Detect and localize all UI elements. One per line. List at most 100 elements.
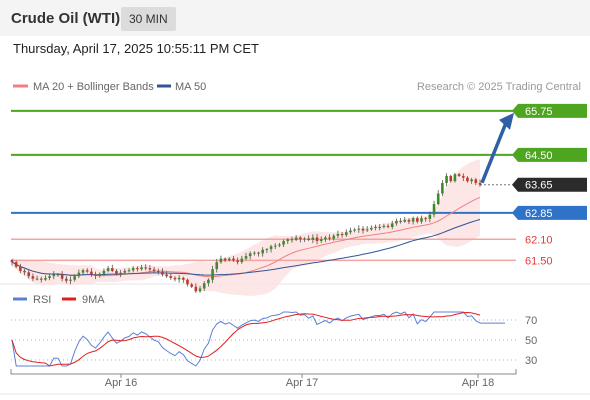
instrument-title: Crude Oil (WTI) [11, 10, 121, 27]
price-levels-layer [11, 109, 516, 262]
candle [119, 269, 122, 278]
candle [215, 258, 219, 273]
forecast-arrow [480, 112, 514, 184]
candle [269, 244, 273, 253]
candle [207, 278, 210, 287]
research-credit: Research © 2025 Trading Central [417, 81, 581, 93]
candle [85, 268, 89, 274]
rsi-tick-label: 30 [525, 355, 537, 367]
candle [436, 190, 440, 206]
candle [115, 268, 118, 276]
candle [357, 225, 361, 233]
rsi-ma-line [11, 311, 481, 367]
candle [395, 218, 398, 226]
candle [420, 215, 423, 224]
candle [349, 227, 352, 235]
timeframe-badge[interactable]: 30 MIN [121, 7, 176, 31]
candle [474, 177, 478, 186]
candle [441, 180, 444, 197]
candle [278, 242, 281, 248]
candle [48, 273, 51, 281]
candle [77, 269, 81, 279]
rsi-line [11, 311, 481, 367]
candle [98, 272, 102, 278]
time-axis-label: Apr 17 [286, 377, 318, 389]
bollinger-bands-layer [12, 159, 480, 296]
candle [219, 255, 223, 264]
candle [332, 234, 336, 241]
candle [211, 265, 214, 283]
candle [73, 274, 76, 282]
candle [328, 234, 331, 241]
candle [194, 283, 198, 293]
candle [169, 273, 173, 280]
candle [23, 269, 26, 276]
forecast-arrow-layer [480, 112, 514, 184]
candle [27, 269, 31, 279]
candle [365, 226, 369, 233]
candle [416, 216, 419, 224]
ma20-legend-label: MA 20 + Bollinger Bands [33, 81, 154, 93]
chart-header: Crude Oil (WTI) 30 MIN [0, 0, 590, 36]
candle [403, 217, 407, 223]
candle [253, 251, 256, 256]
candle [110, 264, 114, 273]
candle [311, 234, 315, 244]
candle [273, 243, 277, 250]
candle [411, 216, 415, 225]
candle [294, 235, 298, 242]
rsi-legend-label: RSI [33, 294, 51, 306]
candle [257, 251, 260, 257]
candle [69, 276, 72, 285]
candle [152, 266, 156, 274]
level-label-62-10: 62.10 [525, 234, 553, 246]
level-tag-62-85: 62.85 [512, 205, 587, 220]
candle [173, 276, 177, 282]
candle [382, 223, 386, 229]
candle [361, 226, 365, 234]
candle [248, 251, 252, 260]
candle [390, 220, 394, 230]
bollinger-band-area [12, 159, 480, 296]
rsi-tick-label: 70 [525, 315, 537, 327]
candle [340, 232, 344, 238]
candle [336, 230, 340, 239]
time-axis-line [10, 369, 517, 375]
candle [56, 273, 60, 277]
candle [449, 174, 453, 183]
candle [156, 268, 160, 275]
candle [428, 211, 432, 223]
candle [60, 271, 64, 282]
candle [94, 271, 97, 280]
level-label-61-50: 61.50 [525, 255, 553, 267]
time-axis-label: Apr 18 [462, 377, 494, 389]
candle [303, 237, 306, 243]
candle [370, 225, 373, 231]
candle [223, 257, 227, 263]
candle [182, 276, 185, 283]
candle [52, 271, 56, 280]
candle [232, 256, 235, 262]
candle [198, 285, 202, 293]
candle [240, 255, 244, 264]
svg-text:64.50: 64.50 [525, 150, 553, 162]
candle [378, 223, 382, 231]
candle [466, 176, 469, 183]
candle [14, 260, 18, 269]
candlesticks-layer [10, 172, 482, 293]
candle [282, 239, 285, 247]
svg-text:62.85: 62.85 [525, 208, 553, 220]
candle [106, 266, 110, 273]
candle [90, 268, 93, 277]
candle [236, 257, 239, 265]
rsi-panel-layer: 70 50 30 [11, 311, 537, 367]
candle [123, 268, 127, 275]
candle [461, 173, 465, 182]
candle [131, 266, 135, 273]
candle [39, 276, 43, 283]
candle [244, 252, 248, 261]
candle [144, 264, 148, 271]
candle [202, 281, 206, 292]
ma50-line [11, 219, 481, 276]
